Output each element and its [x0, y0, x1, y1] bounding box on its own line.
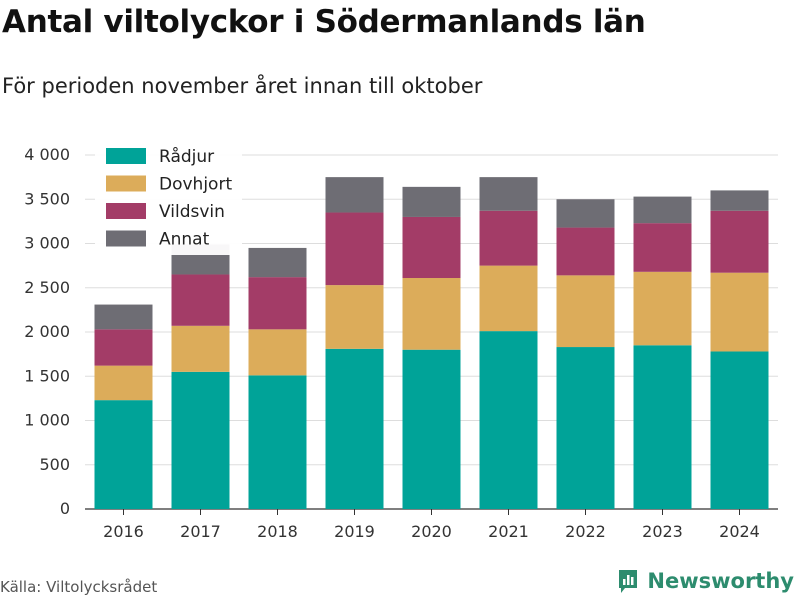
bar-segment-vildsvin — [479, 210, 538, 266]
x-tick-label: 2024 — [719, 522, 760, 541]
bar-segment-dovhjort — [171, 325, 230, 372]
bar-segment-annat — [633, 196, 692, 224]
x-tick-label: 2021 — [488, 522, 529, 541]
y-tick-label: 3 000 — [24, 234, 70, 253]
bar-segment-dovhjort — [325, 285, 384, 349]
legend-label-annat: Annat — [159, 230, 210, 250]
brand-name: Newsworthy — [647, 569, 794, 593]
bar-segment-vildsvin — [171, 274, 230, 326]
y-tick-label: 2 000 — [24, 322, 70, 341]
legend-label-vildsvin: Vildsvin — [159, 202, 225, 222]
bar-segment-dovhjort — [479, 265, 538, 332]
bar-segment-vildsvin — [556, 227, 615, 276]
bar-segment-rådjur — [171, 371, 230, 509]
bar-segment-annat — [710, 190, 769, 211]
bar-segment-vildsvin — [325, 212, 384, 286]
bar-segment-rådjur — [556, 347, 615, 509]
bar-segment-annat — [248, 247, 307, 278]
bar-segment-dovhjort — [248, 329, 307, 376]
legend-swatch-annat — [106, 230, 146, 247]
legend-label-dovhjort: Dovhjort — [159, 175, 232, 195]
newsworthy-logo-icon — [619, 570, 638, 593]
x-tick-label: 2022 — [565, 522, 606, 541]
legend-swatch-dovhjort — [106, 175, 146, 192]
brand-logo: Newsworthy — [617, 568, 794, 594]
bar-segment-rådjur — [325, 348, 384, 509]
legend-label-rådjur: Rådjur — [159, 146, 214, 167]
y-tick-label: 2 500 — [24, 278, 70, 297]
legend-swatch-rådjur — [106, 148, 146, 164]
y-tick-label: 4 000 — [24, 145, 70, 164]
bar-segment-dovhjort — [710, 272, 769, 352]
bar-segment-dovhjort — [633, 271, 692, 346]
bar-segment-vildsvin — [710, 210, 769, 273]
x-tick-label: 2020 — [411, 522, 452, 541]
x-tick-label: 2017 — [180, 522, 221, 541]
y-tick-label: 1 500 — [24, 366, 70, 385]
bar-segment-dovhjort — [94, 365, 153, 401]
y-tick-label: 500 — [39, 455, 70, 474]
bar-segment-dovhjort — [556, 275, 615, 348]
y-tick-label: 1 000 — [24, 411, 70, 430]
bar-segment-dovhjort — [402, 278, 461, 350]
x-tick-label: 2023 — [642, 522, 683, 541]
bar-segment-rådjur — [248, 375, 307, 509]
x-tick-label: 2016 — [103, 522, 144, 541]
chart-subtitle: För perioden november året innan till ok… — [2, 74, 483, 98]
bar-segment-rådjur — [479, 331, 538, 509]
bar-segment-vildsvin — [402, 216, 461, 279]
bar-segment-rådjur — [633, 345, 692, 509]
legend-background — [95, 141, 242, 255]
bar-segment-vildsvin — [633, 223, 692, 272]
chart-title: Antal viltolyckor i Södermanlands län — [2, 4, 646, 40]
x-tick-label: 2019 — [334, 522, 375, 541]
bar-segment-annat — [556, 199, 615, 228]
bar-segment-rådjur — [402, 349, 461, 509]
legend-swatch-vildsvin — [106, 203, 146, 219]
bar-segment-rådjur — [710, 351, 769, 509]
x-tick-label: 2018 — [257, 522, 298, 541]
bar-segment-annat — [479, 177, 538, 211]
bar-segment-annat — [94, 304, 153, 330]
bar-segment-annat — [325, 177, 384, 213]
bar-segment-rådjur — [94, 400, 153, 509]
bar-segment-vildsvin — [94, 329, 153, 366]
y-tick-label: 3 500 — [24, 189, 70, 208]
y-tick-label: 0 — [60, 499, 70, 518]
bar-segment-vildsvin — [248, 277, 307, 330]
bar-segment-annat — [402, 186, 461, 217]
source-note: Källa: Viltolycksrådet — [0, 578, 158, 596]
